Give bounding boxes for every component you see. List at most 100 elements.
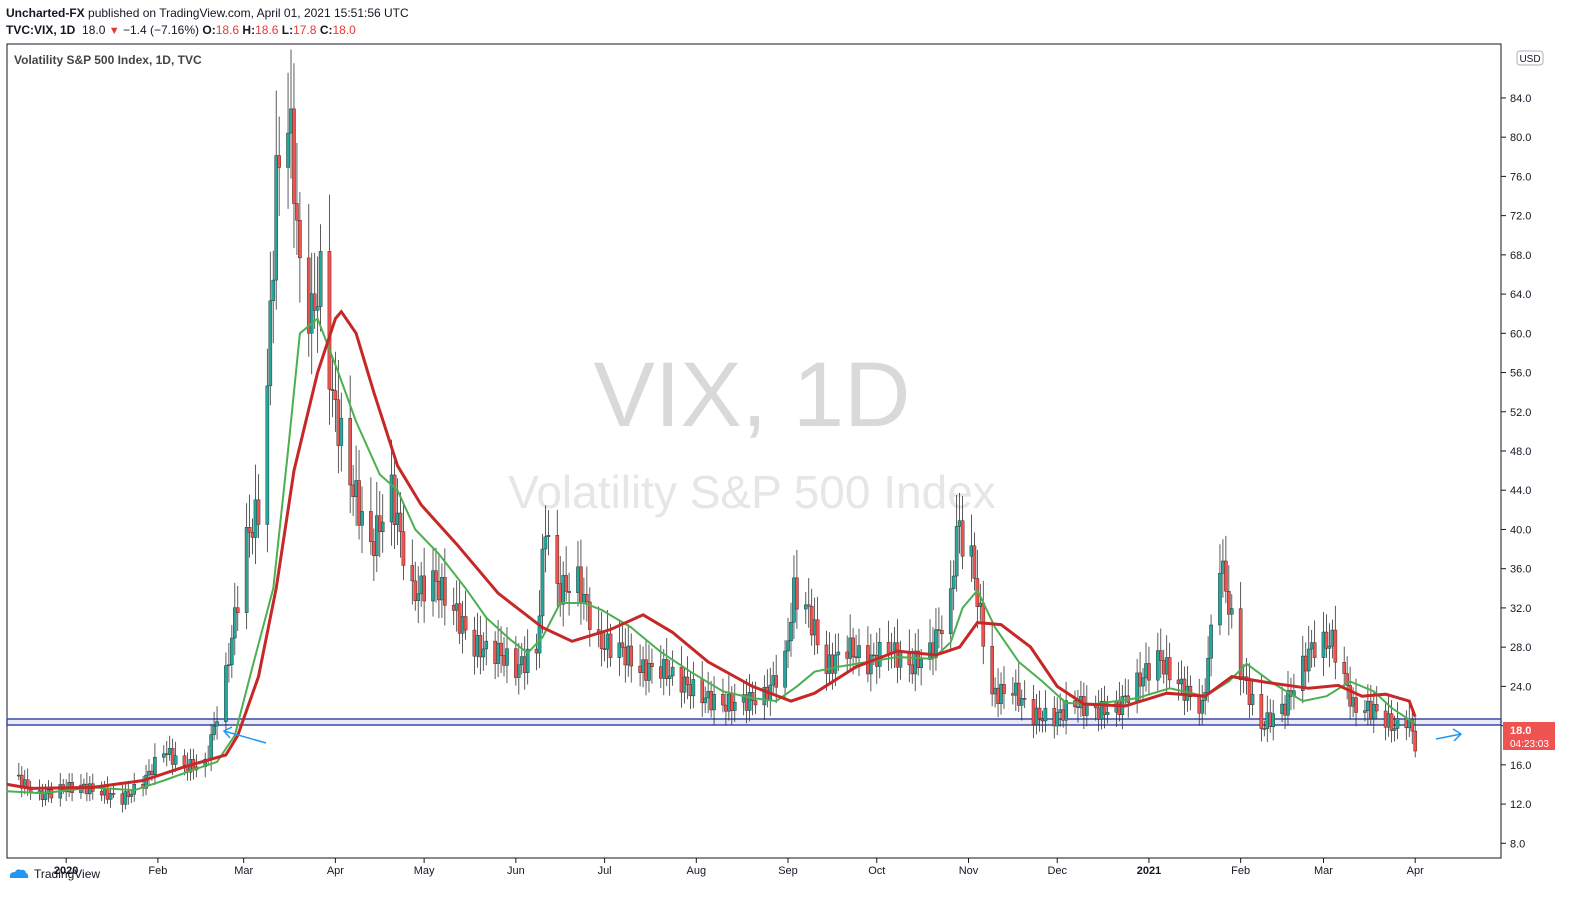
candle [1141,668,1145,700]
candle-body [147,770,151,776]
candle [463,590,468,640]
candle [1161,649,1166,684]
candle [1105,695,1110,724]
candle-body [306,257,311,334]
candle-body [111,793,116,795]
candle [546,510,551,556]
candle [398,492,403,558]
candle [419,561,423,607]
candle-body [265,385,270,525]
x-tick-label: Feb [148,865,167,877]
candle-body [481,648,486,658]
candle-body [1218,573,1222,626]
y-tick-label: 52.0 [1510,407,1531,419]
candle-body [484,640,489,650]
publish-info: Uncharted-FX published on TradingView.co… [6,6,409,20]
candle-body [1019,698,1024,706]
candle [475,612,480,668]
candle [934,608,938,671]
candle [1321,612,1326,677]
candle-body [1312,642,1317,658]
candle [579,539,583,625]
candle-body [957,520,962,527]
candle-body [1102,701,1107,715]
x-tick-label: Apr [327,865,344,877]
candle [360,486,364,554]
candle-body [410,565,415,582]
candle-body [339,418,344,446]
candle-body [1348,685,1352,707]
candle [599,611,604,667]
candle [803,591,808,624]
candle-body [463,616,468,631]
candle-body [1034,707,1039,725]
x-tick-label: Nov [959,865,979,877]
candle-body [774,675,778,688]
low-label: L: [281,23,294,37]
candle-body [40,790,45,800]
candle-body [709,691,713,711]
watermark-symbol: VIX, 1D [593,344,910,446]
last-price: 18.0 [82,23,106,37]
candle-body [1221,560,1225,574]
candle [534,633,539,671]
candle [1292,673,1296,710]
support-zone[interactable] [6,718,1502,726]
candle [543,505,548,573]
candle [638,644,642,687]
candle-body [724,704,728,712]
candle-body [1366,700,1370,711]
candle [123,783,128,810]
x-axis: 2020 Feb Mar Apr May Jun Jul Aug Sep Oct Nov Dec 202… [54,858,1424,877]
candle-body [576,566,580,593]
currency-tag[interactable]: USD [1516,50,1544,66]
candle-body [505,648,509,666]
candle [827,632,832,685]
open-label: O: [202,23,216,37]
candle [1076,689,1080,723]
candle [1404,710,1409,741]
candle-body [644,659,648,681]
candle [877,628,882,679]
candle-body [650,663,654,667]
candle-body [809,606,814,636]
candle-body [1321,631,1326,658]
candle [440,563,444,618]
candle-body [969,545,974,557]
candle-body [360,511,364,526]
candle-body [330,389,335,391]
arrow-right-icon [1435,728,1463,742]
candle [502,637,506,677]
candle [369,477,373,555]
candle-body [499,642,503,656]
candle-body [753,700,758,706]
candle [206,745,210,766]
candle-body [1371,704,1376,720]
candle [1374,686,1379,720]
candle [413,561,418,611]
candle [700,661,705,717]
candle [576,540,580,607]
candle-body [250,531,255,538]
candle-body [318,251,323,307]
candle-body [108,793,113,800]
y-axis: 8.012.016.020.024.028.032.036.040.044.04… [1501,93,1531,850]
y-tick-label: 48.0 [1510,446,1531,458]
candle-body [721,694,725,706]
candle-body [623,647,628,666]
candle-body [268,300,273,387]
candle [732,683,737,722]
candle-body [667,675,672,679]
candle [620,625,625,658]
candle [567,572,571,616]
candle [224,652,228,731]
slow-moving-average [6,309,1417,790]
candle-body [978,602,983,607]
candle [161,745,166,763]
publisher-name: Uncharted-FX [6,6,85,20]
watermark-description: Volatility S&P 500 Index [508,466,996,518]
candle [1209,614,1213,677]
candle-body [1031,699,1036,725]
candle-body [1014,682,1018,696]
